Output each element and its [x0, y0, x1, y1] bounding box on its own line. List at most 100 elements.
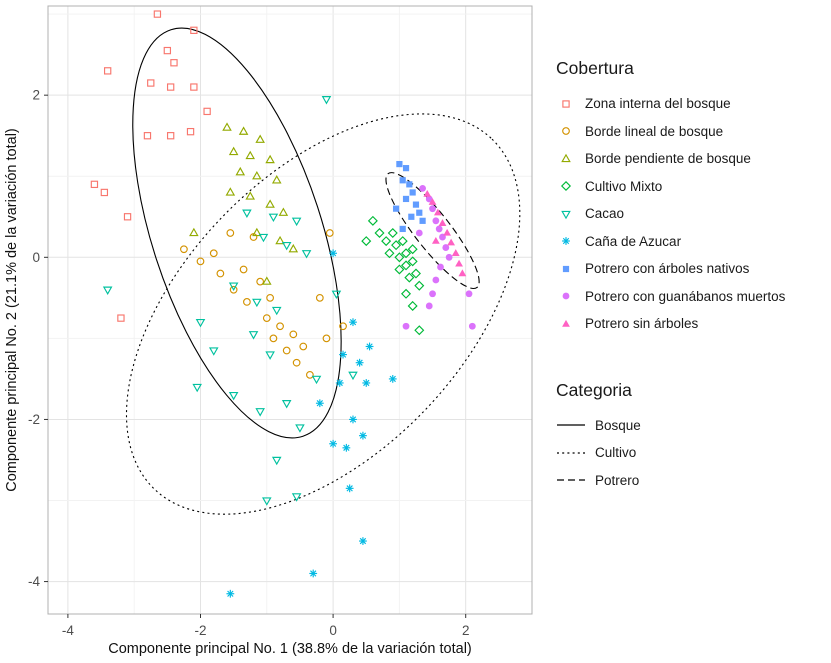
- data-point-triangle-down-open: [291, 217, 302, 227]
- data-point-triangle-down-open: [265, 351, 275, 360]
- data-point-asterisk: [562, 237, 570, 246]
- data-point-square-open: [186, 127, 195, 136]
- data-point-circle-filled: [437, 263, 444, 271]
- data-point-triangle-down-open: [311, 375, 322, 385]
- data-point-square-filled: [408, 213, 415, 220]
- data-point-diamond-open: [414, 280, 425, 291]
- data-point-square-filled: [416, 209, 423, 216]
- data-point-triangle-down-open: [192, 383, 202, 393]
- x-tick-label: 2: [462, 623, 470, 638]
- data-point-triangle-open: [252, 227, 262, 237]
- data-point-asterisk: [315, 399, 324, 408]
- data-point-diamond-open: [414, 325, 425, 336]
- data-point-circle-open: [226, 229, 235, 237]
- data-point-triangle-down-open: [291, 493, 302, 502]
- data-point-asterisk: [342, 443, 351, 452]
- data-point-square-filled: [419, 217, 426, 224]
- legend-label: Borde pendiente de bosque: [585, 151, 751, 167]
- data-point-square-filled: [402, 195, 410, 203]
- data-point-triangle-open: [238, 126, 249, 135]
- data-point-square-filled: [399, 177, 406, 184]
- data-point-asterisk: [349, 415, 357, 424]
- data-point-circle-open: [322, 334, 331, 343]
- legend-item-cobertura-0: Zona interna del bosque: [556, 90, 828, 118]
- y-tick-label: -4: [28, 574, 40, 589]
- data-point-triangle-down-open: [228, 282, 239, 291]
- legend-label: Zona interna del bosque: [585, 96, 731, 112]
- legend-categoria-block: Categoria Bosque Cultivo Potrero: [556, 380, 828, 495]
- data-point-circle-open: [216, 269, 225, 278]
- data-point-circle-filled: [419, 185, 427, 192]
- data-point-triangle-open: [275, 235, 285, 245]
- data-point-triangle-filled: [428, 198, 437, 205]
- triangle-down-open-icon: [561, 210, 571, 220]
- data-point-triangle-open: [228, 146, 239, 156]
- data-point-circle-open: [299, 342, 308, 351]
- data-point-triangle-open: [189, 227, 199, 237]
- legend-item-cobertura-3: Cultivo Mixto: [556, 173, 828, 201]
- data-point-diamond-open: [394, 264, 405, 275]
- y-tick-label: 2: [32, 88, 40, 103]
- group-ellipse-bosque: [132, 27, 342, 439]
- data-point-triangle-filled: [433, 208, 442, 216]
- diamond-open-icon: [560, 181, 572, 192]
- triangle-open-icon: [561, 153, 571, 162]
- data-point-circle-filled: [562, 292, 570, 300]
- legend-label: Potrero con árboles nativos: [585, 261, 750, 277]
- data-point-circle-open: [289, 330, 298, 339]
- data-point-square-open: [103, 67, 112, 75]
- series-7: [402, 185, 476, 330]
- data-point-triangle-down-open: [208, 347, 219, 356]
- data-point-asterisk: [359, 431, 367, 440]
- data-point-triangle-down-open: [321, 96, 332, 105]
- data-point-asterisk: [329, 249, 337, 258]
- data-point-diamond-open: [401, 248, 412, 259]
- data-point-diamond-open: [387, 227, 398, 239]
- legend-label: Potrero: [595, 472, 640, 488]
- data-point-triangle-open: [271, 175, 282, 184]
- legend-item-cobertura-7: Potrero con guanábanos muertos: [556, 283, 828, 311]
- data-point-circle-filled: [425, 195, 433, 203]
- legend-item-cobertura-1: Borde lineal de bosque: [556, 118, 828, 146]
- data-point-diamond-open: [384, 248, 395, 259]
- data-point-triangle-open: [288, 243, 299, 253]
- gridlines: [48, 6, 533, 614]
- data-point-circle-open: [262, 314, 271, 322]
- data-point-triangle-open: [262, 276, 272, 285]
- data-point-triangle-down-open: [248, 331, 259, 340]
- data-point-square-open: [166, 132, 175, 140]
- data-point-triangle-down-open: [348, 371, 358, 381]
- pca-plot: -4 -2 0 2 -4 -2 0 2 Componente principal No. 1 …: [4, 5, 533, 657]
- data-point-diamond-open: [391, 240, 402, 251]
- series-2: [189, 122, 299, 285]
- legend-label: Bosque: [595, 417, 641, 433]
- data-point-triangle-down-open: [102, 286, 113, 295]
- data-point-square-open: [100, 188, 109, 197]
- data-point-diamond-open: [374, 227, 385, 239]
- data-point-triangle-open: [245, 191, 256, 200]
- data-point-circle-open: [292, 358, 301, 367]
- data-point-diamond-open: [401, 260, 412, 271]
- series-6: [392, 160, 426, 233]
- data-point-triangle-open: [222, 122, 232, 131]
- solid-line-icon: [557, 424, 585, 426]
- data-point-asterisk: [349, 318, 357, 327]
- data-point-square-filled: [562, 265, 570, 272]
- data-point-square-open: [203, 107, 211, 116]
- data-point-circle-filled: [402, 322, 410, 330]
- data-point-circle-filled: [429, 290, 436, 298]
- data-point-square-filled: [402, 165, 410, 172]
- data-point-triangle-down-open: [281, 241, 292, 251]
- data-point-triangle-open: [561, 153, 571, 162]
- legend-item-cobertura-8: Potrero sin árboles: [556, 310, 828, 338]
- data-point-circle-filled: [432, 217, 440, 225]
- series-1: [180, 229, 347, 379]
- data-point-triangle-filled: [451, 249, 460, 256]
- series-3: [361, 215, 425, 336]
- data-point-triangle-down-open: [268, 213, 279, 223]
- data-point-square-open: [166, 83, 175, 91]
- circle-filled-icon: [562, 292, 570, 300]
- legend-panel: Cobertura Zona interna del bosque Borde l…: [556, 58, 828, 494]
- data-point-triangle-filled: [447, 238, 456, 246]
- data-point-asterisk: [329, 439, 337, 448]
